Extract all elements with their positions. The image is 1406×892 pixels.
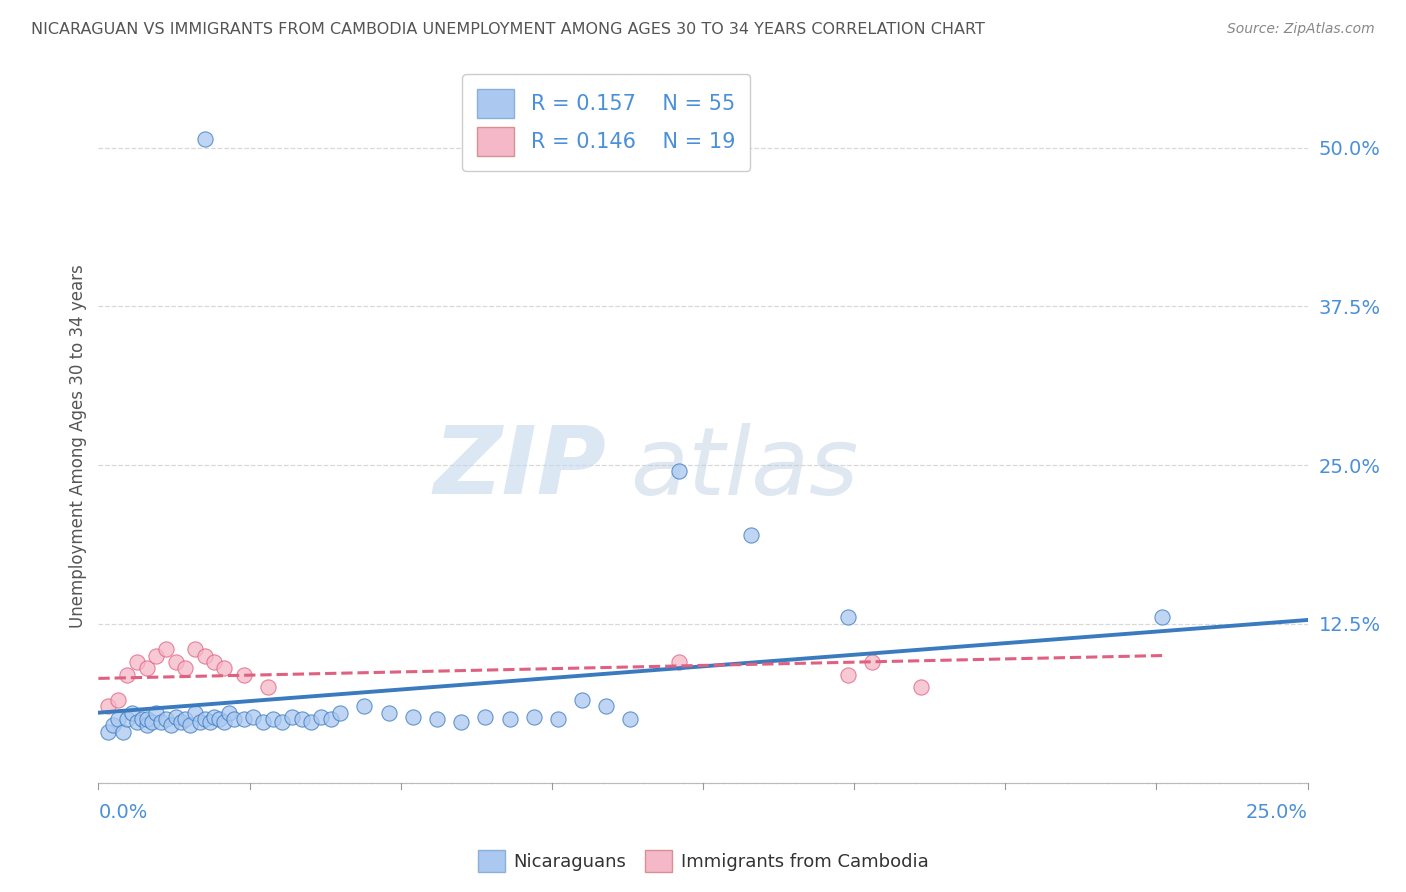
Y-axis label: Unemployment Among Ages 30 to 34 years: Unemployment Among Ages 30 to 34 years [69, 264, 87, 628]
Point [498, 712, 520, 726]
Point [141, 714, 163, 729]
Text: Source: ZipAtlas.com: Source: ZipAtlas.com [1227, 22, 1375, 37]
Point [208, 712, 231, 726]
Point [204, 655, 226, 669]
Point [97, 699, 120, 714]
Point [111, 724, 134, 739]
Point [212, 714, 235, 729]
Text: atlas: atlas [630, 423, 859, 514]
Point [668, 464, 690, 478]
Point [523, 709, 546, 723]
Point [740, 528, 762, 542]
Point [155, 642, 177, 657]
Point [474, 709, 496, 723]
Point [194, 648, 217, 663]
Point [262, 712, 284, 726]
Point [571, 693, 593, 707]
Point [309, 709, 332, 723]
Point [184, 642, 207, 657]
Point [117, 667, 139, 681]
Point [1152, 610, 1174, 624]
Text: ZIP: ZIP [433, 423, 606, 515]
Text: 25.0%: 25.0% [1246, 803, 1308, 822]
Point [127, 714, 149, 729]
Point [188, 714, 211, 729]
Point [232, 667, 254, 681]
Point [165, 709, 187, 723]
Point [837, 610, 859, 624]
Point [212, 661, 235, 675]
Point [131, 712, 153, 726]
Point [194, 131, 217, 145]
Point [281, 709, 304, 723]
Point [319, 712, 342, 726]
Legend: Nicaraguans, Immigrants from Cambodia: Nicaraguans, Immigrants from Cambodia [471, 843, 935, 879]
Point [107, 712, 129, 726]
Point [290, 712, 312, 726]
Point [101, 718, 124, 732]
Point [837, 667, 859, 681]
Point [174, 661, 197, 675]
Point [299, 714, 322, 729]
Point [169, 714, 191, 729]
Point [184, 706, 207, 720]
Text: 0.0%: 0.0% [98, 803, 148, 822]
Point [198, 714, 221, 729]
Point [222, 712, 245, 726]
Point [242, 709, 264, 723]
Point [450, 714, 472, 729]
Point [329, 706, 352, 720]
Point [135, 718, 157, 732]
Point [547, 712, 569, 726]
Point [150, 714, 173, 729]
Point [145, 648, 167, 663]
Point [194, 712, 217, 726]
Point [402, 709, 425, 723]
Point [353, 699, 375, 714]
Point [165, 655, 187, 669]
Point [204, 709, 226, 723]
Point [271, 714, 294, 729]
Point [860, 655, 883, 669]
Point [97, 724, 120, 739]
Point [910, 681, 932, 695]
Point [232, 712, 254, 726]
Point [179, 718, 201, 732]
Point [174, 712, 197, 726]
Point [107, 693, 129, 707]
Point [377, 706, 399, 720]
Point [160, 718, 183, 732]
Point [135, 661, 157, 675]
Point [595, 699, 617, 714]
Point [218, 706, 240, 720]
Point [117, 712, 139, 726]
Point [145, 706, 167, 720]
Point [426, 712, 449, 726]
Point [256, 681, 278, 695]
Point [135, 712, 157, 726]
Point [127, 655, 149, 669]
Point [668, 655, 690, 669]
Point [619, 712, 641, 726]
Text: NICARAGUAN VS IMMIGRANTS FROM CAMBODIA UNEMPLOYMENT AMONG AGES 30 TO 34 YEARS CO: NICARAGUAN VS IMMIGRANTS FROM CAMBODIA U… [31, 22, 984, 37]
Point [155, 712, 177, 726]
Point [252, 714, 274, 729]
Point [121, 706, 143, 720]
